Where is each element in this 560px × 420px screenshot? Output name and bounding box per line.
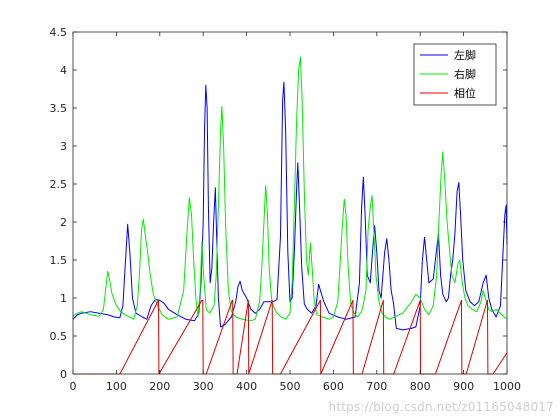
- legend-label: 左脚: [454, 48, 476, 62]
- y-tick-label: 2.5: [50, 178, 68, 191]
- x-tick-label: 1000: [493, 380, 521, 393]
- y-tick-label: 4.5: [50, 26, 68, 39]
- axes-layer: 0 100 200 300 400 500 600 700 800 900 1000 0 0.5 1 1.5…: [50, 26, 522, 393]
- legend-label: 右脚: [454, 67, 476, 81]
- legend-label: 相位: [454, 86, 476, 100]
- y-tick-label: 2: [60, 216, 67, 229]
- x-tick-label: 500: [280, 380, 301, 393]
- x-tick-label: 300: [193, 380, 214, 393]
- y-tick-label: 3: [60, 140, 67, 153]
- x-tick-label: 700: [366, 380, 387, 393]
- x-tick-label: 800: [410, 380, 431, 393]
- watermark-text: https://blog.csdn.net/z01165048017: [328, 400, 554, 414]
- x-tick-label: 0: [70, 380, 77, 393]
- x-tick-label: 400: [236, 380, 257, 393]
- series-line-3: [73, 299, 508, 375]
- x-tick-label: 200: [149, 380, 170, 393]
- y-tick-label: 3.5: [50, 102, 68, 115]
- series-line-1: [72, 81, 508, 331]
- series-line-2: [72, 56, 508, 322]
- y-tick-label: 4: [60, 64, 67, 77]
- y-tick-label: 1.5: [50, 254, 68, 267]
- x-tick-label: 100: [106, 380, 127, 393]
- y-tick-label: 0.5: [50, 330, 68, 343]
- y-tick-label: 0: [60, 368, 67, 381]
- x-tick-label: 900: [453, 380, 474, 393]
- series-layer: [72, 56, 508, 375]
- y-tick-label: 1: [60, 292, 67, 305]
- x-tick-label: 600: [323, 380, 344, 393]
